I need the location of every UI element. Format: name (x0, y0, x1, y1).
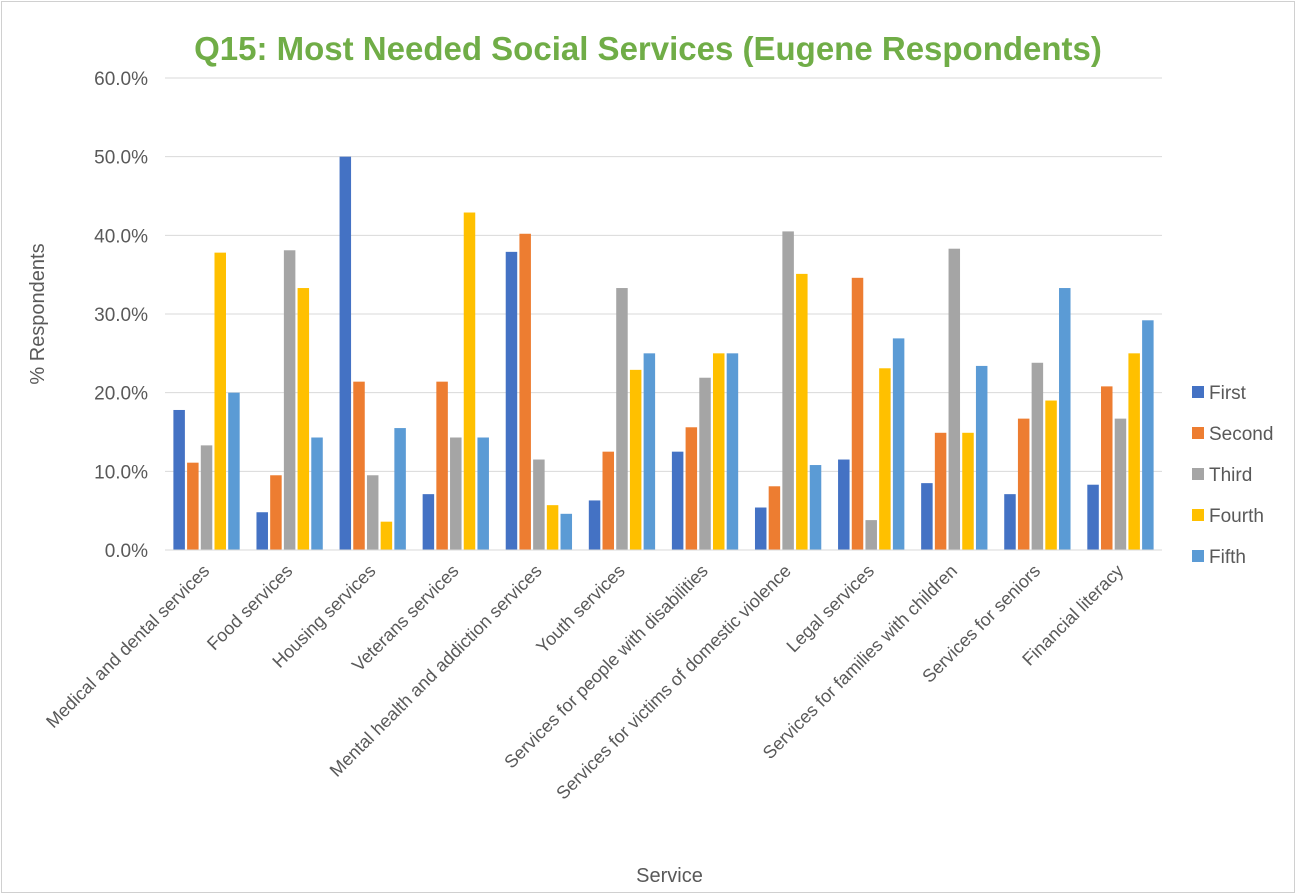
legend-swatch (1192, 550, 1204, 562)
y-tick-label: 10.0% (94, 462, 148, 483)
bar-third (616, 288, 628, 550)
legend-swatch (1192, 427, 1204, 439)
bar-first (422, 494, 435, 550)
bar-third (533, 459, 545, 550)
legend-label: Fifth (1209, 547, 1246, 568)
bar-fifth (560, 513, 573, 550)
bar-third (1114, 418, 1127, 550)
bar-second (602, 451, 615, 550)
bar-third (1031, 362, 1044, 550)
bar-second (851, 277, 864, 550)
bar-second (353, 381, 365, 550)
bar-first (1087, 484, 1099, 550)
bar-fourth (1045, 400, 1057, 550)
legend-label: Second (1209, 424, 1273, 445)
x-tick-label: Food services (203, 561, 296, 654)
bar-second (519, 233, 531, 550)
bar-first (754, 507, 767, 550)
x-tick-label: Legal services (783, 561, 879, 657)
bar-fourth (796, 273, 808, 550)
y-axis-title: % Respondents (27, 243, 49, 384)
bar-third (283, 250, 296, 550)
bar-second (685, 427, 698, 550)
legend-swatch (1192, 509, 1204, 521)
y-tick-label: 50.0% (94, 148, 148, 169)
bar-fourth (214, 252, 226, 550)
bar-fourth (546, 505, 559, 550)
bar-first (838, 459, 850, 550)
bar-second (768, 486, 781, 550)
bar-fifth (809, 465, 822, 550)
bar-first (588, 500, 601, 550)
bar-fifth (892, 338, 905, 550)
bar-fifth (311, 437, 323, 550)
bar-first (671, 451, 684, 550)
x-tick-label: Youth services (532, 561, 628, 657)
legend-label: Fourth (1209, 506, 1264, 527)
bar-fourth (712, 353, 725, 550)
bar-third (200, 445, 213, 550)
bar-fourth (297, 288, 310, 550)
bar-fourth (463, 212, 476, 550)
bar-first (505, 251, 518, 550)
bar-fourth (1128, 353, 1140, 550)
bar-second (270, 475, 282, 550)
bar-third (865, 520, 877, 550)
bar-fifth (726, 353, 739, 550)
bar-third (699, 377, 711, 550)
bar-second (1101, 386, 1113, 550)
bar-first (173, 409, 185, 550)
bar-third (450, 437, 462, 550)
bar-third (782, 231, 794, 550)
bar-fourth (629, 369, 642, 550)
bar-second (187, 462, 199, 550)
y-tick-label: 60.0% (94, 69, 148, 90)
y-tick-label: 40.0% (94, 226, 148, 247)
legend-label: First (1209, 383, 1247, 404)
x-tick-label: Medical and dental services (42, 561, 213, 732)
bar-first (921, 483, 933, 550)
bar-second (934, 432, 947, 550)
bar-fourth (879, 368, 891, 550)
bar-fifth (477, 437, 489, 550)
bar-fifth (975, 365, 988, 550)
bar-third (948, 248, 961, 550)
y-tick-label: 20.0% (94, 384, 148, 405)
bar-fifth (228, 392, 240, 550)
bar-third (366, 475, 379, 550)
bar-first (339, 156, 352, 550)
y-tick-label: 0.0% (105, 541, 148, 562)
bar-fourth (962, 432, 974, 550)
bar-second (436, 381, 448, 550)
x-axis-title: Service (636, 865, 703, 887)
bar-fifth (1059, 288, 1071, 550)
bar-second (1017, 418, 1030, 550)
bar-fourth (380, 521, 393, 550)
legend-label: Third (1209, 465, 1252, 486)
bar-fifth (394, 428, 406, 550)
bar-first (256, 512, 268, 550)
bar-fifth (1142, 320, 1154, 550)
chart-title: Q15: Most Needed Social Services (Eugene… (194, 30, 1102, 67)
bar-fifth (643, 353, 656, 550)
bar-first (1004, 494, 1016, 550)
legend-swatch (1192, 468, 1204, 480)
legend-swatch (1192, 386, 1204, 398)
y-tick-label: 30.0% (94, 305, 148, 326)
